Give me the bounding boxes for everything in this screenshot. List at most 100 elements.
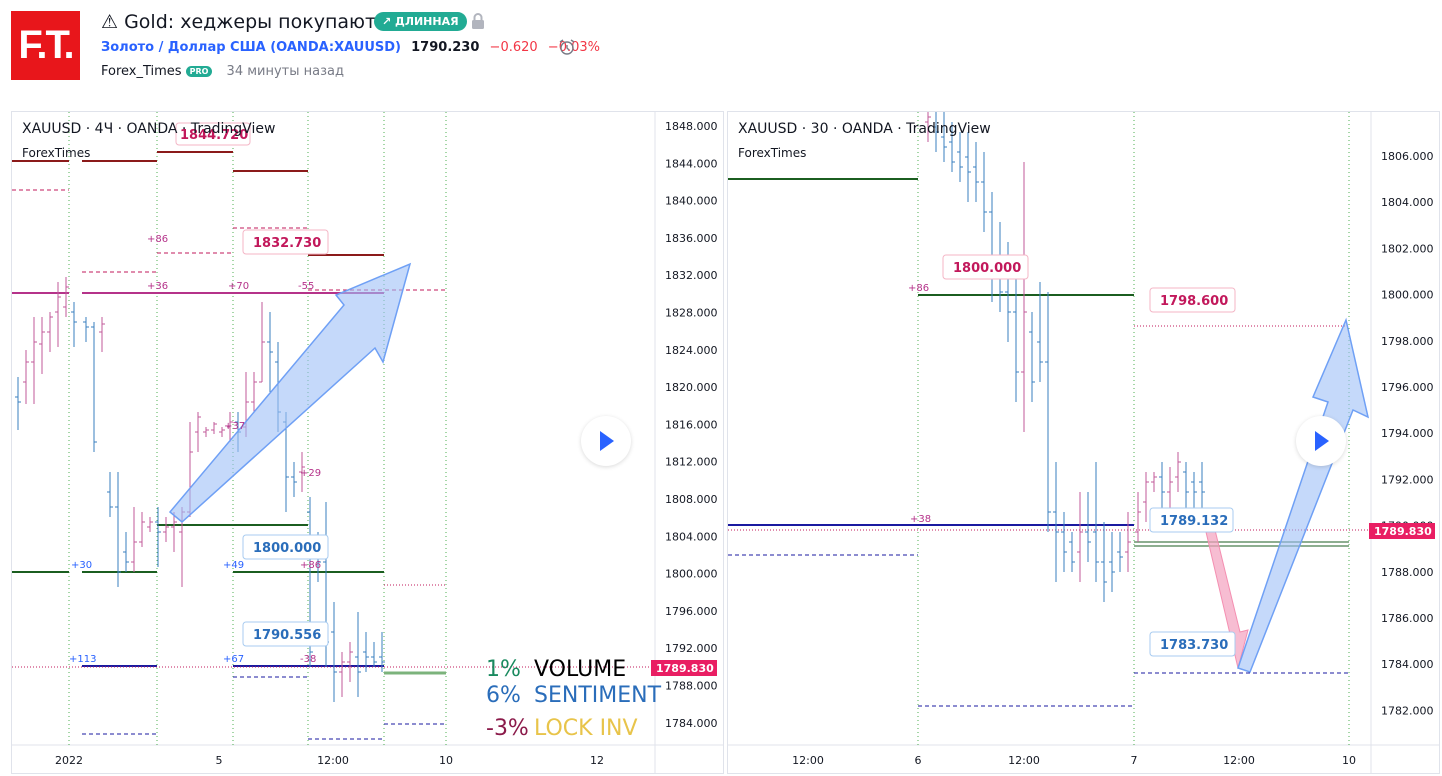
ohlc-bar <box>15 377 21 430</box>
level-label: +86 <box>300 560 321 571</box>
ohlc-bar <box>219 427 225 437</box>
y-tick-label: 1808.000 <box>665 493 718 506</box>
ohlc-bar <box>1191 472 1197 512</box>
level-label: +29 <box>300 468 321 479</box>
ohlc-bar <box>1101 522 1107 602</box>
level-label: +36 <box>147 281 168 292</box>
y-tick-label: 1848.000 <box>665 120 718 133</box>
level-label: +70 <box>228 281 249 292</box>
y-tick-label: 1828.000 <box>665 307 718 320</box>
y-tick-label: 1786.000 <box>1381 612 1434 625</box>
chart-panel-30m[interactable]: 1806.000 1804.000 1802.000 1800.000 1798.000… <box>727 111 1440 774</box>
ohlc-bar <box>299 452 305 492</box>
x-tick-label: 6 <box>915 754 922 767</box>
long-badge: ↗ ДЛИННАЯ <box>374 12 467 31</box>
ohlc-bar <box>1109 532 1115 592</box>
ohlc-bar <box>147 517 153 532</box>
y-tick-label: 1844.000 <box>665 157 718 170</box>
y-tick-label: 1802.000 <box>1381 242 1434 255</box>
level-label: +38 <box>910 514 931 525</box>
ohlc-bar <box>227 412 233 442</box>
chart-30m-canvas[interactable]: 1806.000 1804.000 1802.000 1800.000 1798.000… <box>728 112 1439 773</box>
y-tick-label: 1836.000 <box>665 232 718 245</box>
author-line: Forex_Times PRO 34 минуты назад <box>101 64 344 79</box>
ohlc-bar <box>1093 462 1099 582</box>
ohlc-bar <box>1069 532 1075 572</box>
ohlc-bar <box>39 317 45 374</box>
y-tick-label: 1832.000 <box>665 269 718 282</box>
volume-label: VOLUME <box>534 657 627 682</box>
chart-30m-title: XAUUSD · 30 · OANDA · TradingView <box>738 121 991 137</box>
ohlc-bar <box>1135 492 1141 542</box>
ohlc-bar <box>163 517 169 542</box>
lock-label: LOCK INV <box>534 716 638 741</box>
ohlc-bar <box>989 192 995 302</box>
price-tag-text: 1789.830 <box>656 662 714 675</box>
y-tick-label: 1812.000 <box>665 456 718 469</box>
x-tick-label: 10 <box>1342 754 1356 767</box>
lock-pct: -3% <box>486 716 529 741</box>
sentiment-pct: 6% <box>486 683 521 708</box>
chart-4h-title: XAUUSD · 4Ч · OANDA · TradingView <box>22 121 276 137</box>
ohlc-bar <box>941 112 947 162</box>
ohlc-bar <box>1143 472 1149 522</box>
ohlc-bar <box>363 632 369 672</box>
callout-price: 1832.730 <box>253 236 321 251</box>
price-tag <box>651 660 717 676</box>
callout-price: 1798.600 <box>1160 294 1228 309</box>
play-icon[interactable] <box>581 416 631 466</box>
ohlc-bar <box>291 462 297 497</box>
ohlc-bar <box>331 602 337 702</box>
chart-4h-canvas[interactable]: 1848.000 1844.000 1840.000 1836.000 1832.000… <box>12 112 723 773</box>
pro-badge: PRO <box>185 66 213 77</box>
ohlc-bar <box>379 632 385 672</box>
ohlc-bar <box>1159 462 1165 512</box>
ohlc-bar <box>203 427 209 437</box>
y-tick-label: 1824.000 <box>665 344 718 357</box>
y-tick-label: 1820.000 <box>665 381 718 394</box>
y-tick-label: 1806.000 <box>1381 150 1434 163</box>
x-tick-label: 12:00 <box>792 754 824 767</box>
x-tick-label: 12:00 <box>1008 754 1040 767</box>
ohlc-bar <box>925 112 931 142</box>
ohlc-bar <box>91 322 97 452</box>
brand-logo: F.T. <box>11 11 80 80</box>
ohlc-bar <box>1045 292 1051 532</box>
ohlc-bar <box>1151 472 1157 492</box>
last-price: 1790.230 <box>411 40 480 55</box>
ohlc-bar <box>1175 452 1181 492</box>
y-tick-label: 1784.000 <box>665 717 718 730</box>
play-icon[interactable] <box>1296 416 1346 466</box>
ohlc-bar <box>347 642 353 682</box>
lock-icon <box>472 13 484 29</box>
level-label: +86 <box>147 234 168 245</box>
y-tick-label: 1804.000 <box>665 530 718 543</box>
y-tick-label: 1792.000 <box>1381 473 1434 486</box>
ohlc-bar <box>251 372 257 412</box>
ohlc-bar <box>1061 512 1067 572</box>
x-tick-label: 2022 <box>55 754 83 767</box>
chart-4h-author: ForexTimes <box>22 146 91 160</box>
y-tick-label: 1788.000 <box>665 680 718 693</box>
y-tick-label: 1816.000 <box>665 418 718 431</box>
ohlc-bar <box>155 507 161 567</box>
y-tick-label: 1788.000 <box>1381 566 1434 579</box>
ohlc-bar <box>83 317 89 342</box>
y-tick-label: 1796.000 <box>1381 381 1434 394</box>
level-label: -55 <box>298 281 314 292</box>
x-tick-label: 12 <box>590 754 604 767</box>
ohlc-bar <box>1085 492 1091 562</box>
level-label: +113 <box>69 654 96 665</box>
ohlc-bar <box>63 277 69 317</box>
level-label: +86 <box>908 283 929 294</box>
chart-30m-author: ForexTimes <box>738 146 807 160</box>
y-tick-label: 1800.000 <box>1381 289 1434 302</box>
callout-price: 1800.000 <box>253 541 321 556</box>
alarm-icon[interactable] <box>558 38 576 56</box>
y-tick-label: 1804.000 <box>1381 196 1434 209</box>
symbol-link[interactable]: Золото / Доллар США (OANDA:XAUUSD) <box>101 40 401 55</box>
author-link[interactable]: Forex_Times <box>101 64 182 79</box>
callout-price: 1790.556 <box>253 628 321 643</box>
ohlc-bar <box>23 350 29 404</box>
chart-panel-4h[interactable]: 1848.000 1844.000 1840.000 1836.000 1832.000… <box>11 111 724 774</box>
